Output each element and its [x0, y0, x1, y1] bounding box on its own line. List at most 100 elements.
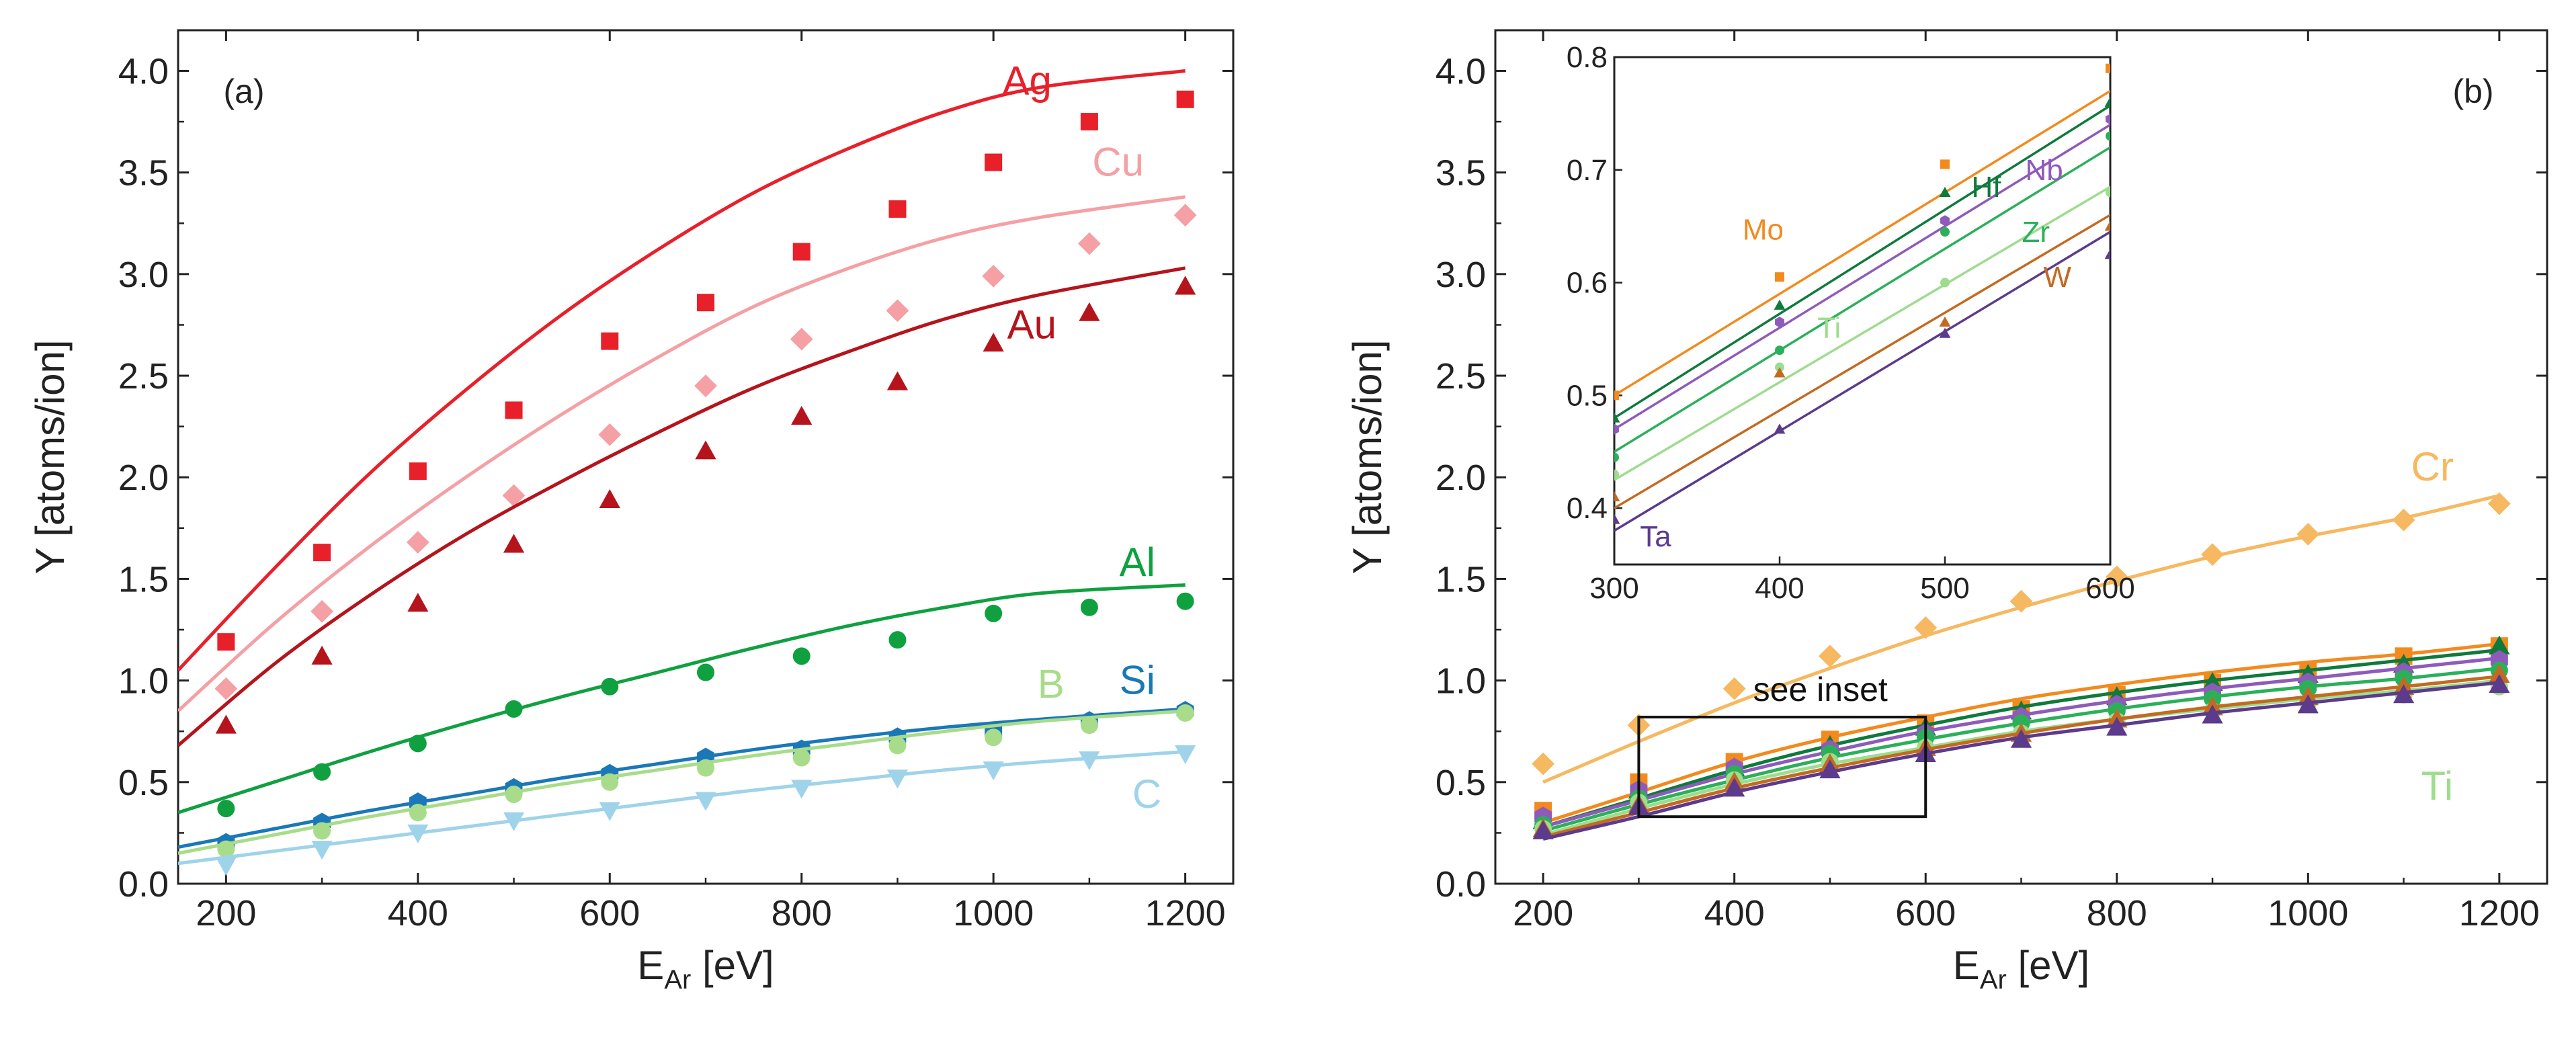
x-axis-title: EAr [eV] — [1953, 943, 2089, 995]
y-tick-label: 2.0 — [1436, 458, 1486, 498]
data-point-ta — [1532, 820, 1554, 839]
inset-data-point-ta — [1614, 513, 1620, 524]
x-axis-title-main: E — [1953, 943, 1980, 988]
inset-data-point-hf — [1774, 299, 1786, 310]
data-point-cu — [982, 264, 1005, 288]
series-label-cu: Cu — [1092, 140, 1144, 185]
data-point-c — [503, 812, 525, 831]
data-point-au — [1175, 276, 1196, 295]
data-point-cu — [694, 374, 717, 398]
series-label-c: C — [1132, 771, 1161, 817]
inset-y-tick-label: 0.8 — [1567, 41, 1608, 74]
inset-frame — [1613, 56, 2112, 566]
data-point-ta — [2297, 694, 2319, 714]
inset-fit-line-nb — [1614, 124, 2110, 431]
data-point-b — [888, 737, 907, 755]
data-point-cr — [2201, 543, 2224, 567]
data-point-au — [311, 645, 333, 665]
data-point-ag — [792, 243, 811, 261]
data-point-ta — [1819, 759, 1841, 779]
y-tick-label: 1.5 — [1436, 559, 1486, 599]
data-point-cu — [1173, 204, 1197, 227]
inset-series-label-ta: Ta — [1640, 520, 1671, 553]
inset-data-point-zr — [1614, 452, 1619, 462]
inset-fit-line-zr — [1614, 146, 2110, 453]
series-label-ag: Ag — [1002, 58, 1051, 103]
data-point-ag — [505, 401, 523, 419]
series-label-ti: Ti — [2421, 763, 2454, 808]
y-axis-title: Y [atoms/ion] — [1345, 339, 1390, 574]
x-tick-label: 600 — [579, 893, 640, 933]
data-point-c — [407, 824, 429, 844]
x-axis-title-sub: Ar — [664, 965, 691, 995]
panel-a: 200 400 600 800 1000 1200 0.0 0.5 1.0 1.5 2.0 2.5 3.… — [28, 29, 1235, 995]
x-axis-title-unit: [eV] — [2007, 943, 2089, 988]
data-point-c — [695, 792, 716, 811]
data-point-ag — [697, 294, 714, 312]
data-point-cu — [790, 327, 813, 351]
inset-fit-line-ti — [1614, 185, 2110, 481]
data-point-ag — [313, 544, 331, 562]
inset-data-point-nb — [2106, 114, 2110, 125]
inset-series-label-w: W — [2044, 261, 2072, 294]
inset-data-point-nb — [1614, 423, 1619, 435]
data-point-ag — [1176, 90, 1194, 108]
data-point-c — [791, 780, 813, 799]
data-point-c — [1175, 745, 1196, 765]
data-point-cr — [2009, 589, 2033, 613]
y-tick-label: 3.5 — [118, 153, 169, 194]
data-point-al — [409, 735, 427, 753]
data-point-al — [601, 677, 619, 696]
inset-fit-line-w — [1614, 214, 2110, 509]
data-point-cr — [2105, 565, 2128, 589]
data-point-c — [215, 857, 237, 876]
data-point-cr — [1532, 752, 1555, 776]
inset-series-label-zr: Zr — [2022, 216, 2050, 249]
y-tick-label: 2.0 — [118, 458, 169, 498]
data-point-ta — [1724, 778, 1745, 797]
data-point-c — [599, 802, 620, 821]
inset-x-tick-label: 500 — [1920, 572, 1969, 605]
data-point-au — [886, 371, 909, 390]
data-point-b — [697, 759, 714, 777]
data-point-ta — [2393, 684, 2415, 704]
x-axis-title: EAr [eV] — [637, 943, 774, 995]
data-point-b — [1176, 704, 1194, 722]
data-point-c — [886, 769, 909, 789]
fit-line-w — [1542, 675, 2500, 839]
data-point-ag — [601, 332, 619, 350]
data-point-ag — [217, 633, 235, 651]
fit-line-zr — [1542, 666, 2500, 833]
data-point-au — [983, 333, 1004, 352]
y-tick-label: 1.0 — [1436, 661, 1486, 702]
series-label-si: Si — [1120, 658, 1155, 703]
inset-fit-line-ta — [1614, 231, 2110, 532]
x-tick-label: 1200 — [1145, 893, 1226, 933]
data-point-c — [983, 761, 1004, 781]
inset-y-tick-label: 0.5 — [1567, 379, 1608, 412]
x-tick-label: 1000 — [2268, 893, 2348, 933]
data-point-b — [985, 728, 1003, 747]
data-point-al — [505, 700, 523, 718]
data-point-cr — [1914, 616, 1938, 639]
data-point-ag — [985, 153, 1003, 171]
data-point-b — [313, 822, 331, 840]
data-point-au — [407, 593, 429, 612]
x-tick-label: 400 — [1704, 893, 1765, 933]
data-point-al — [792, 647, 811, 665]
panel-b: 200 400 600 800 1000 1200 0.0 0.5 1.0 1.5 2.0 2.5 3.… — [1345, 29, 2548, 995]
inset-data-point-zr — [1940, 227, 1950, 237]
inset-data-point-ta — [1774, 423, 1786, 434]
data-point-au — [1079, 302, 1100, 321]
x-tick-label: 800 — [772, 893, 832, 933]
data-point-au — [599, 489, 620, 508]
x-axis-title-main: E — [637, 943, 664, 988]
data-point-b — [217, 840, 235, 858]
panel-label: (a) — [223, 73, 264, 110]
fit-line-ag — [178, 69, 1186, 672]
inset-data-point-mo — [1775, 272, 1784, 282]
data-point-cr — [2487, 492, 2511, 515]
x-tick-label: 1200 — [2459, 893, 2540, 933]
